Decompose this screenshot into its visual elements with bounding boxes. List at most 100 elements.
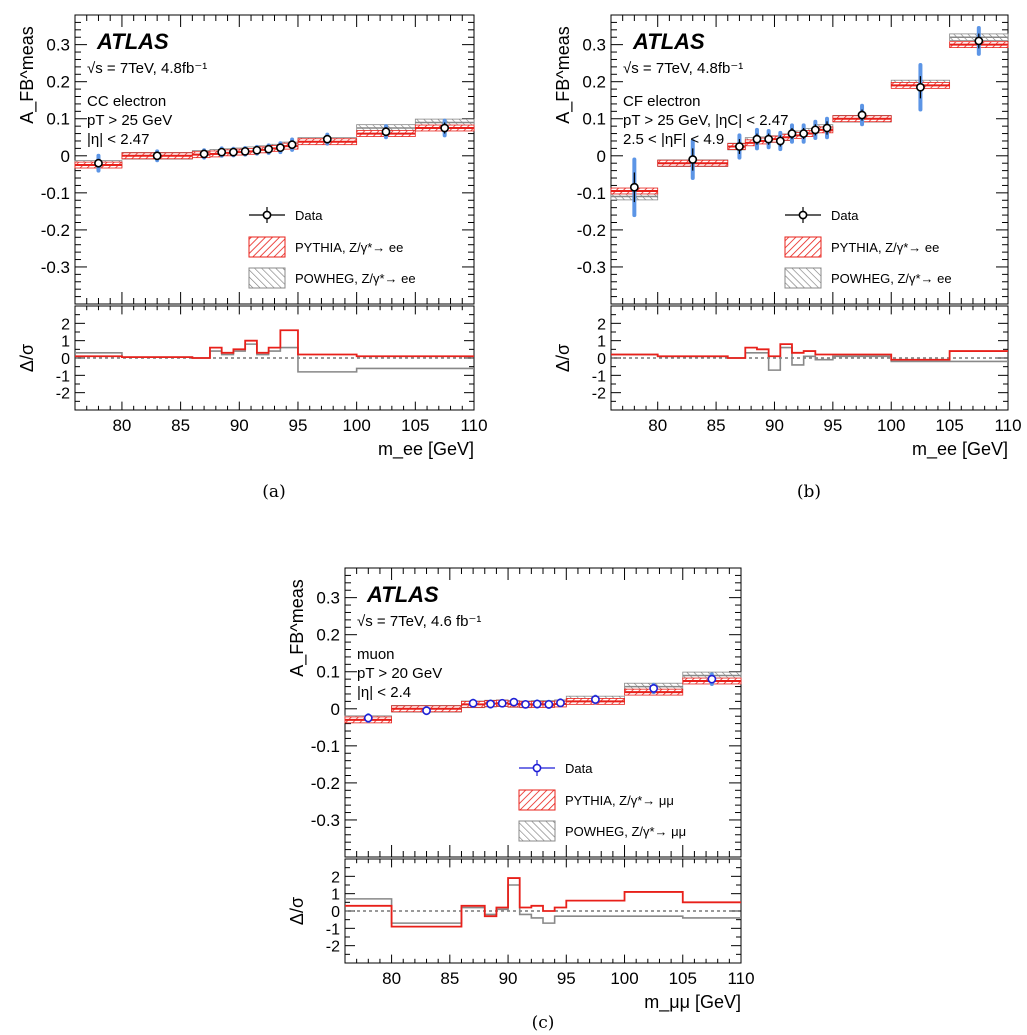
y-tick-label: -0.1 xyxy=(577,184,606,203)
x-tick-label: 95 xyxy=(289,416,308,435)
legend-powheg-label: POWHEG, Z/γ*→ ee xyxy=(295,271,416,286)
x-tick-label: 80 xyxy=(382,969,401,988)
data-point xyxy=(264,144,274,154)
legend-data-marker xyxy=(798,210,808,220)
data-point xyxy=(810,125,820,135)
data-point xyxy=(468,698,478,708)
ratio-pythia-step xyxy=(345,877,741,928)
legend-powheg-swatch xyxy=(248,267,286,289)
legend-powheg-swatch xyxy=(518,820,556,842)
y-tick-label: 0 xyxy=(597,147,606,166)
data-point xyxy=(94,158,103,168)
panel-caption: (a) xyxy=(262,482,285,502)
data-point xyxy=(787,129,797,138)
y-tick-label: 0.2 xyxy=(582,73,606,92)
y-tick-label: 0 xyxy=(61,147,70,166)
legend-pythia-swatch xyxy=(518,789,556,811)
ratio-powheg-step xyxy=(345,884,741,924)
selection-label: pT > 25 GeV, |ηC| < 2.47 xyxy=(623,112,788,129)
x-tick-label: 90 xyxy=(499,969,518,988)
ratio-y-tick-label: 1 xyxy=(597,334,606,351)
data-point xyxy=(735,142,744,151)
y-tick-label: 0.1 xyxy=(316,663,340,682)
ratio-y-tick-label: 0 xyxy=(331,904,340,921)
data-point xyxy=(629,182,639,192)
atlas-label: ATLAS xyxy=(96,29,169,54)
data-point xyxy=(509,697,519,707)
y-tick-label: -0.3 xyxy=(41,258,70,277)
energy-label: √s = 7TeV, 4.8fb⁻¹ xyxy=(87,60,207,77)
legend-data-label: Data xyxy=(295,208,323,223)
data-point xyxy=(544,699,554,709)
data-point xyxy=(440,123,450,133)
y-tick-label: 0.2 xyxy=(316,626,340,645)
legend-pythia-label: PYTHIA, Z/γ*→ ee xyxy=(831,240,939,255)
data-point xyxy=(688,155,698,164)
data-point xyxy=(240,146,250,156)
y-tick-label: 0.3 xyxy=(582,36,606,55)
data-point xyxy=(591,695,600,704)
data-point xyxy=(287,140,297,150)
y-axis-label: A_FB^meas xyxy=(17,26,38,123)
x-tick-label: 105 xyxy=(935,416,963,435)
ratio-y-tick-label: 2 xyxy=(61,316,70,333)
y-tick-label: -0.3 xyxy=(311,811,340,830)
data-point xyxy=(532,699,542,709)
y-tick-label: -0.1 xyxy=(311,737,340,756)
x-tick-label: 105 xyxy=(401,416,429,435)
data-point xyxy=(322,134,332,144)
y-tick-label: 0.3 xyxy=(316,589,340,608)
data-point xyxy=(497,698,507,708)
x-axis-label: m_ee [GeV] xyxy=(378,439,474,460)
data-point xyxy=(486,699,495,709)
x-tick-label: 110 xyxy=(460,416,487,435)
data-point xyxy=(229,147,238,157)
ratio-y-tick-label: 2 xyxy=(597,316,606,333)
legend-powheg-label: POWHEG, Z/γ*→ μμ xyxy=(565,824,686,839)
x-tick-label: 85 xyxy=(707,416,726,435)
legend-powheg-swatch xyxy=(784,267,822,289)
legend-pythia-swatch xyxy=(784,236,822,258)
data-point xyxy=(381,127,391,137)
atlas-label: ATLAS xyxy=(632,29,705,54)
data-point xyxy=(916,82,925,92)
legend-data-marker xyxy=(532,763,542,773)
y-tick-label: -0.3 xyxy=(577,258,606,277)
x-tick-label: 90 xyxy=(230,416,249,435)
y-tick-label: 0 xyxy=(331,700,340,719)
ratio-y-tick-label: -2 xyxy=(56,386,70,403)
legend-pythia-label: PYTHIA, Z/γ*→ μμ xyxy=(565,793,674,808)
ratio-y-tick-label: 2 xyxy=(331,869,340,886)
ratio-y-tick-label: 0 xyxy=(61,351,70,368)
selection-label: pT > 20 GeV xyxy=(357,665,442,682)
ratio-y-axis-label: Δ/σ xyxy=(287,897,307,925)
data-point xyxy=(275,143,285,153)
ratio-y-axis-label: Δ/σ xyxy=(553,344,573,372)
x-tick-label: 110 xyxy=(727,969,754,988)
data-point xyxy=(252,145,262,155)
legend-data-marker xyxy=(262,210,272,220)
y-tick-label: -0.1 xyxy=(41,184,70,203)
legend-data-label: Data xyxy=(831,208,859,223)
ratio-y-axis-label: Δ/σ xyxy=(17,344,37,372)
selection-label: muon xyxy=(357,646,395,663)
ratio-y-tick-label: -1 xyxy=(56,368,70,385)
ratio-y-tick-label: 1 xyxy=(331,887,340,904)
ratio-y-tick-label: -2 xyxy=(326,939,340,956)
ratio-y-tick-label: 1 xyxy=(61,334,70,351)
ratio-pythia-step xyxy=(611,343,1008,361)
ratio-y-tick-label: 0 xyxy=(597,351,606,368)
x-axis-label: m_ee [GeV] xyxy=(912,439,1008,460)
y-axis-label: A_FB^meas xyxy=(287,579,308,676)
atlas-label: ATLAS xyxy=(366,582,439,607)
legend-pythia-label: PYTHIA, Z/γ*→ ee xyxy=(295,240,403,255)
x-tick-label: 100 xyxy=(342,416,370,435)
chart-panel-2: 80 85 90 95 100 105 110 -0.3 -0.2 -0.1 0 0.1 0.2 0.3 -… xyxy=(553,14,1022,502)
y-tick-label: -0.2 xyxy=(577,221,606,240)
ratio-y-tick-label: -1 xyxy=(592,368,606,385)
panel-caption: (c) xyxy=(532,1013,555,1033)
data-point xyxy=(521,699,530,709)
energy-label: √s = 7TeV, 4.6 fb⁻¹ xyxy=(357,613,481,630)
ratio-y-tick-label: -2 xyxy=(592,386,606,403)
